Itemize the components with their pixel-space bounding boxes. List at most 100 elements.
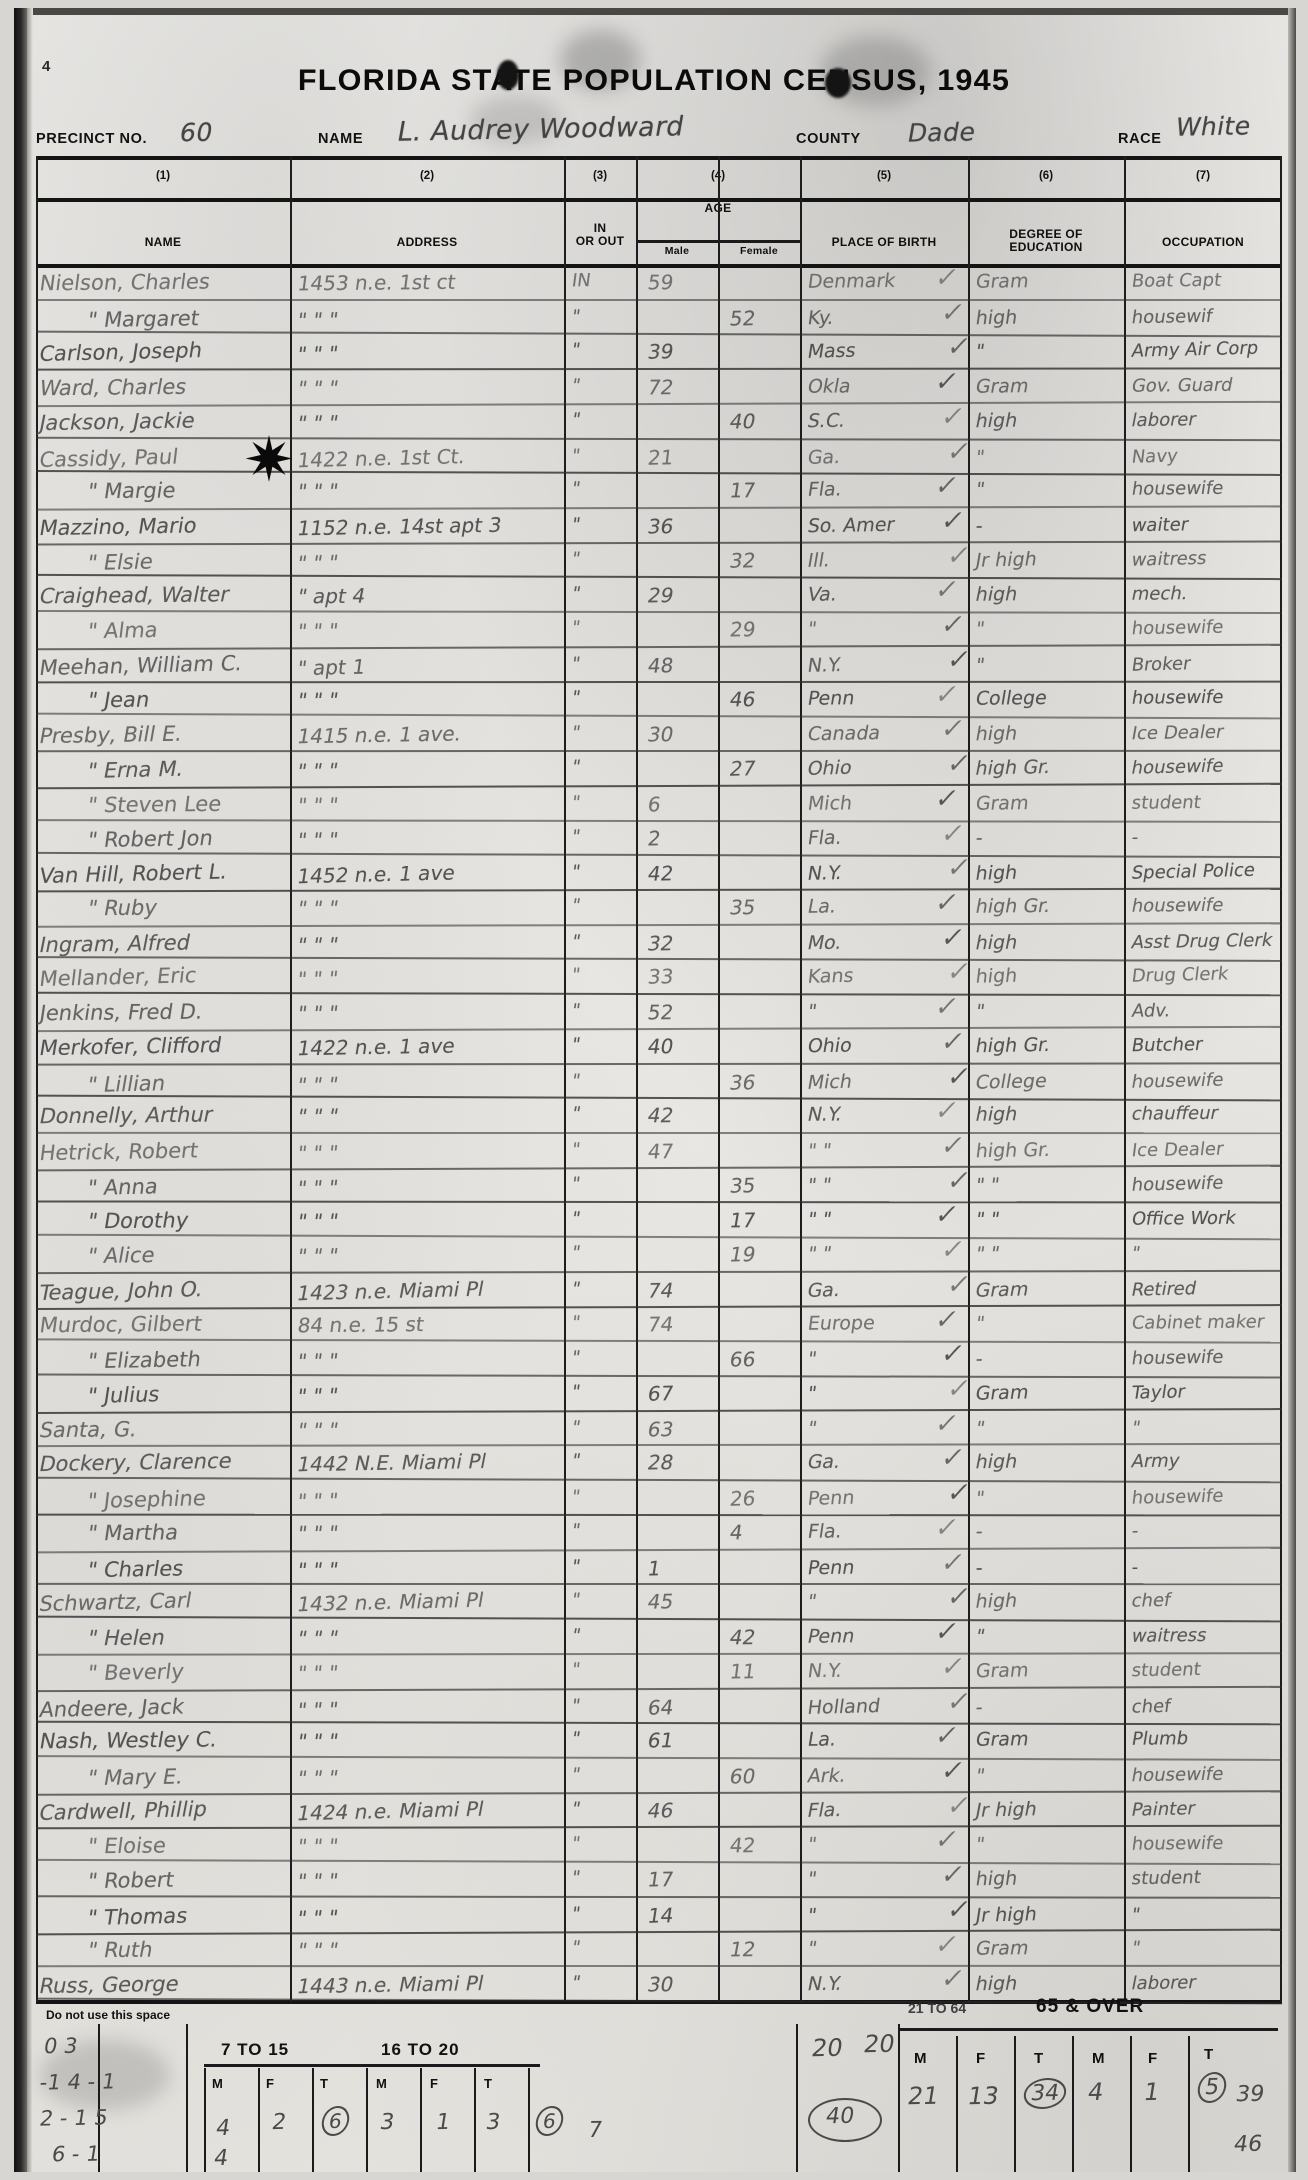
- cell-inout[interactable]: ": [570, 1173, 582, 1195]
- cell-inout[interactable]: ": [569, 1103, 583, 1125]
- cell-inout[interactable]: ": [570, 548, 582, 570]
- cell-address[interactable]: 1424 n.e. Miami Pl: [295, 1796, 486, 1825]
- cell-inout[interactable]: ": [570, 722, 583, 744]
- cell-edu[interactable]: ": [974, 478, 987, 502]
- cell-inout[interactable]: ": [570, 1208, 582, 1230]
- cell-inout[interactable]: ": [570, 306, 582, 328]
- cell-male[interactable]: 67: [646, 1381, 676, 1406]
- cell-inout[interactable]: ": [570, 1486, 582, 1508]
- cell-inout[interactable]: ": [570, 1381, 582, 1403]
- cell-inout[interactable]: ": [569, 1972, 583, 1994]
- cell-female[interactable]: 29: [728, 617, 757, 642]
- cell-inout[interactable]: ": [570, 861, 582, 883]
- tally-16-20-m[interactable]: 3: [377, 2109, 397, 2136]
- cell-pob[interactable]: Ohio: [806, 1034, 854, 1058]
- cell-pob[interactable]: S.C.: [805, 409, 848, 433]
- cell-name[interactable]: Mellander, Eric: [38, 963, 198, 992]
- race-value[interactable]: White: [1173, 111, 1254, 142]
- cell-female[interactable]: 11: [728, 1658, 757, 1684]
- cell-male[interactable]: 33: [646, 964, 675, 990]
- cell-occ[interactable]: housewife: [1130, 1833, 1225, 1856]
- cell-edu[interactable]: ": [974, 1000, 987, 1023]
- scratch-tally-2[interactable]: 2 - 1 5: [37, 2105, 110, 2131]
- cell-address[interactable]: " " ": [295, 1348, 340, 1374]
- cell-occ[interactable]: waitress: [1129, 1625, 1209, 1647]
- cell-edu[interactable]: high: [974, 306, 1019, 329]
- cell-occ[interactable]: chef: [1129, 1590, 1173, 1613]
- cell-occ[interactable]: ": [1129, 1937, 1143, 1959]
- cell-name[interactable]: Ingram, Alfred: [37, 930, 193, 957]
- tally-7-15-t[interactable]: 6: [319, 2105, 352, 2137]
- cell-edu[interactable]: ": [974, 1312, 987, 1335]
- cell-inout[interactable]: ": [570, 686, 582, 708]
- cell-address[interactable]: " " ": [295, 341, 340, 367]
- cell-address[interactable]: " " ": [295, 1417, 341, 1443]
- cell-inout[interactable]: ": [569, 409, 583, 431]
- cell-female[interactable]: 36: [727, 1069, 758, 1095]
- cell-edu[interactable]: -: [974, 1556, 985, 1579]
- cell-female[interactable]: 46: [727, 686, 758, 711]
- cell-male[interactable]: 74: [646, 1311, 676, 1336]
- cell-address[interactable]: " " ": [295, 932, 341, 957]
- cell-name[interactable]: Schwartz, Carl: [37, 1588, 194, 1617]
- cell-female[interactable]: 27: [727, 756, 758, 781]
- cell-address[interactable]: " " ": [296, 1520, 340, 1546]
- cell-inout[interactable]: ": [570, 653, 582, 675]
- cell-name[interactable]: Nash, Westley C.: [37, 1727, 220, 1754]
- cell-male[interactable]: 30: [645, 722, 676, 747]
- precinct-value[interactable]: 60: [177, 117, 216, 148]
- cell-occ[interactable]: Broker: [1130, 653, 1192, 676]
- cell-occ[interactable]: Army: [1129, 1450, 1182, 1473]
- cell-pob[interactable]: ": [805, 1590, 819, 1614]
- county-value[interactable]: Dade: [905, 117, 979, 148]
- cell-address[interactable]: " " ": [296, 792, 340, 818]
- cell-name[interactable]: Jenkins, Fred D.: [38, 999, 205, 1026]
- cell-edu[interactable]: high Gr.: [974, 1138, 1052, 1163]
- cell-address[interactable]: " " ": [295, 1209, 341, 1234]
- cell-inout[interactable]: ": [570, 617, 582, 639]
- cell-occ[interactable]: student: [1130, 791, 1203, 814]
- cell-inout[interactable]: ": [570, 1520, 582, 1542]
- cell-male[interactable]: 48: [646, 653, 676, 678]
- cell-inout[interactable]: ": [570, 1000, 582, 1022]
- cell-edu[interactable]: Jr high: [974, 1903, 1039, 1927]
- cell-occ[interactable]: student: [1130, 1658, 1203, 1682]
- cell-occ[interactable]: housewife: [1130, 1172, 1225, 1196]
- cell-male[interactable]: 36: [646, 514, 676, 539]
- cell-edu[interactable]: Gram: [974, 1728, 1031, 1751]
- cell-edu[interactable]: ": [974, 1487, 986, 1510]
- cell-occ[interactable]: housewife: [1130, 1346, 1225, 1370]
- cell-occ[interactable]: ": [1130, 1904, 1142, 1926]
- cell-occ[interactable]: housewife: [1129, 1069, 1226, 1093]
- cell-pob[interactable]: Ga.: [805, 1451, 843, 1474]
- cell-pob[interactable]: Mo.: [805, 931, 844, 954]
- cell-occ[interactable]: Cabinet maker: [1130, 1310, 1266, 1334]
- cell-address[interactable]: 1453 n.e. 1st ct: [296, 269, 458, 296]
- cell-name[interactable]: Ward, Charles: [37, 374, 189, 401]
- cell-occ[interactable]: housewife: [1130, 616, 1225, 640]
- cell-edu[interactable]: ": [974, 654, 987, 677]
- tally-21-64-m[interactable]: 21: [905, 2081, 941, 2111]
- cell-edu[interactable]: ": [974, 618, 986, 641]
- cell-occ[interactable]: housewife: [1130, 686, 1226, 709]
- cell-address[interactable]: " " ": [295, 1765, 341, 1791]
- cell-address[interactable]: " " ": [295, 758, 341, 784]
- cell-pob[interactable]: Fla.: [806, 826, 844, 849]
- cell-female[interactable]: 60: [727, 1764, 758, 1789]
- cell-edu[interactable]: Jr high: [973, 548, 1039, 572]
- cell-occ[interactable]: housewife: [1129, 894, 1226, 917]
- cell-occ[interactable]: Ice Dealer: [1130, 1138, 1225, 1162]
- cell-inout[interactable]: ": [570, 1833, 582, 1855]
- cell-male[interactable]: 1: [646, 1555, 663, 1581]
- scratch-tally-3[interactable]: 6 - 1: [50, 2141, 102, 2167]
- cell-occ[interactable]: Asst Drug Clerk: [1129, 929, 1275, 953]
- cell-pob[interactable]: Holland: [806, 1694, 882, 1719]
- cell-inout[interactable]: ": [570, 1347, 582, 1369]
- cell-address[interactable]: " " ": [296, 1001, 340, 1026]
- cell-male[interactable]: 47: [646, 1139, 675, 1164]
- cell-occ[interactable]: ": [1129, 1417, 1143, 1439]
- cell-male[interactable]: 21: [646, 444, 675, 470]
- cell-female[interactable]: 4: [728, 1520, 745, 1545]
- cell-inout[interactable]: ": [570, 792, 582, 814]
- cell-name[interactable]: Van Hill, Robert L.: [37, 859, 229, 889]
